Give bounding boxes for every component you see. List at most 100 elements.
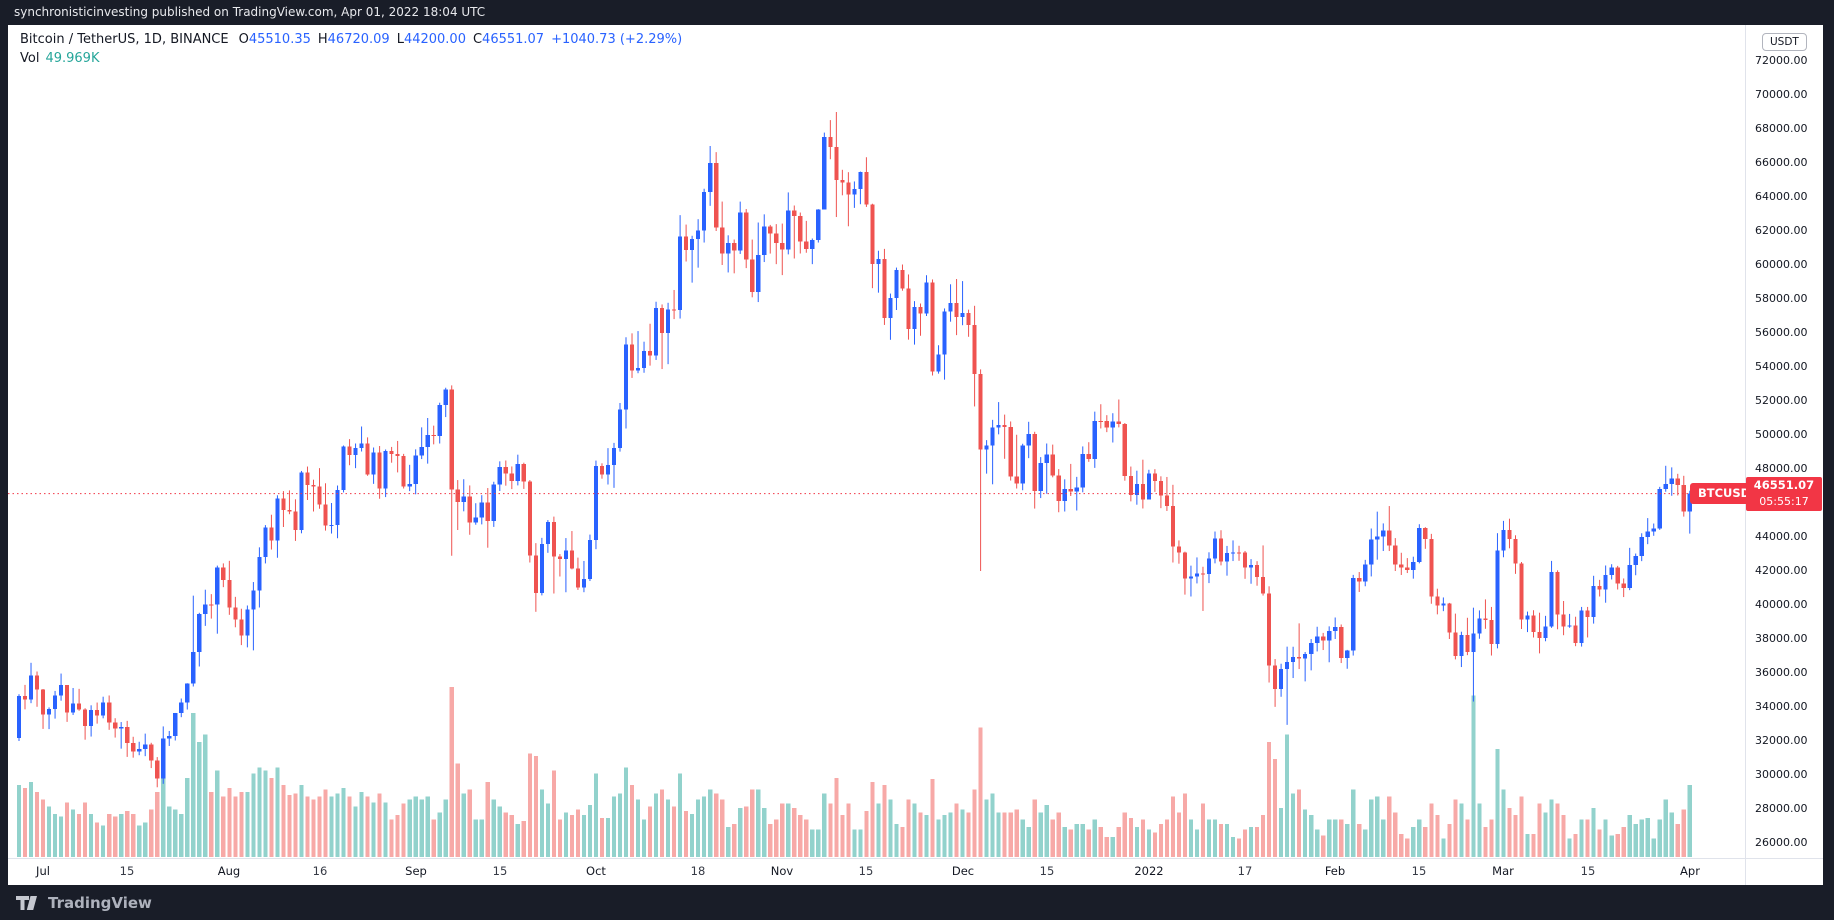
candle[interactable] <box>635 367 641 371</box>
volume-bar[interactable] <box>1272 759 1278 857</box>
volume-bar[interactable] <box>137 825 142 857</box>
candle[interactable] <box>786 210 791 250</box>
volume-bar[interactable] <box>341 787 346 857</box>
candle[interactable] <box>1459 635 1464 656</box>
candle[interactable] <box>1423 527 1428 540</box>
volume-bar[interactable] <box>1477 803 1482 857</box>
candle[interactable] <box>569 550 575 569</box>
candle[interactable] <box>882 259 887 318</box>
candle[interactable] <box>371 452 376 475</box>
candle[interactable] <box>1098 420 1103 422</box>
candle[interactable] <box>623 344 629 410</box>
volume-bar[interactable] <box>257 767 262 857</box>
candle[interactable] <box>1477 618 1482 634</box>
candle[interactable] <box>143 744 148 750</box>
volume-bar[interactable] <box>653 793 659 857</box>
volume-bar[interactable] <box>233 796 238 857</box>
candle[interactable] <box>912 306 917 329</box>
candle[interactable] <box>1519 563 1524 620</box>
candle[interactable] <box>1663 483 1668 490</box>
volume-bar[interactable] <box>1134 826 1139 857</box>
candle[interactable] <box>858 172 863 190</box>
volume-bar[interactable] <box>1543 812 1548 857</box>
volume-bar[interactable] <box>593 773 599 857</box>
volume-bar[interactable] <box>647 806 653 857</box>
volume-bar[interactable] <box>83 802 88 857</box>
candle[interactable] <box>1266 593 1272 666</box>
candle[interactable] <box>161 738 166 779</box>
candle[interactable] <box>870 204 875 265</box>
volume-bar[interactable] <box>1008 812 1013 857</box>
volume-bar[interactable] <box>1513 815 1518 857</box>
candle[interactable] <box>1375 536 1380 540</box>
volume-bar[interactable] <box>1122 812 1127 857</box>
volume-bar[interactable] <box>1591 808 1596 857</box>
candle[interactable] <box>1176 546 1182 553</box>
volume-bar[interactable] <box>762 808 767 857</box>
candle[interactable] <box>491 484 496 522</box>
volume-bar[interactable] <box>173 809 178 857</box>
volume-bar[interactable] <box>281 785 286 857</box>
candle[interactable] <box>1056 475 1061 501</box>
volume-bar[interactable] <box>305 796 310 857</box>
volume-bar[interactable] <box>1483 826 1488 857</box>
volume-bar[interactable] <box>996 812 1001 857</box>
volume-bar[interactable] <box>1315 829 1320 857</box>
volume-bar[interactable] <box>245 792 250 857</box>
candle[interactable] <box>1272 665 1278 689</box>
volume-bar[interactable] <box>1585 819 1590 857</box>
volume-bar[interactable] <box>95 822 100 857</box>
volume-bar[interactable] <box>1471 695 1476 857</box>
candle[interactable] <box>1116 421 1121 425</box>
candle[interactable] <box>1543 626 1548 638</box>
volume-bar[interactable] <box>533 756 538 857</box>
candle[interactable] <box>40 689 46 715</box>
candle[interactable] <box>678 236 683 310</box>
candle[interactable] <box>671 309 677 311</box>
candle[interactable] <box>209 604 214 606</box>
volume-bar[interactable] <box>1669 812 1674 857</box>
candle[interactable] <box>275 498 280 541</box>
volume-bar[interactable] <box>1080 823 1085 857</box>
volume-bar[interactable] <box>1242 829 1248 857</box>
candle[interactable] <box>810 240 815 250</box>
candle[interactable] <box>1681 484 1686 512</box>
candle[interactable] <box>515 464 520 481</box>
candle[interactable] <box>70 703 76 713</box>
candle[interactable] <box>335 490 340 525</box>
volume-bar[interactable] <box>852 829 857 857</box>
candle[interactable] <box>83 709 88 727</box>
volume-bar[interactable] <box>1291 793 1296 857</box>
candle[interactable] <box>1393 545 1398 565</box>
candle[interactable] <box>1134 483 1139 496</box>
volume-bar[interactable] <box>1447 823 1452 857</box>
volume-bar[interactable] <box>251 773 256 857</box>
candle[interactable] <box>924 282 929 314</box>
candle[interactable] <box>1429 539 1434 597</box>
volume-bar[interactable] <box>119 813 124 857</box>
volume-bar[interactable] <box>1188 819 1194 857</box>
candle[interactable] <box>1333 627 1338 632</box>
volume-bar[interactable] <box>521 821 526 857</box>
volume-bar[interactable] <box>185 777 190 857</box>
volume-bar[interactable] <box>834 777 839 857</box>
volume-bar[interactable] <box>948 812 953 857</box>
volume-bar[interactable] <box>864 810 869 857</box>
volume-bar[interactable] <box>786 803 791 857</box>
volume-bar[interactable] <box>485 782 490 857</box>
volume-bar[interactable] <box>659 789 665 857</box>
candle[interactable] <box>1044 454 1049 464</box>
candle[interactable] <box>641 350 647 368</box>
candle[interactable] <box>1200 573 1206 575</box>
volume-bar[interactable] <box>467 789 472 857</box>
candle[interactable] <box>1579 610 1584 643</box>
volume-bar[interactable] <box>353 806 358 857</box>
volume-bar[interactable] <box>1405 838 1410 857</box>
candle[interactable] <box>1501 529 1506 551</box>
volume-bar[interactable] <box>413 796 418 857</box>
candle[interactable] <box>575 568 581 588</box>
volume-bar[interactable] <box>407 799 412 857</box>
candle[interactable] <box>287 510 292 512</box>
volume-bar[interactable] <box>563 812 569 857</box>
volume-bar[interactable] <box>1303 809 1308 857</box>
